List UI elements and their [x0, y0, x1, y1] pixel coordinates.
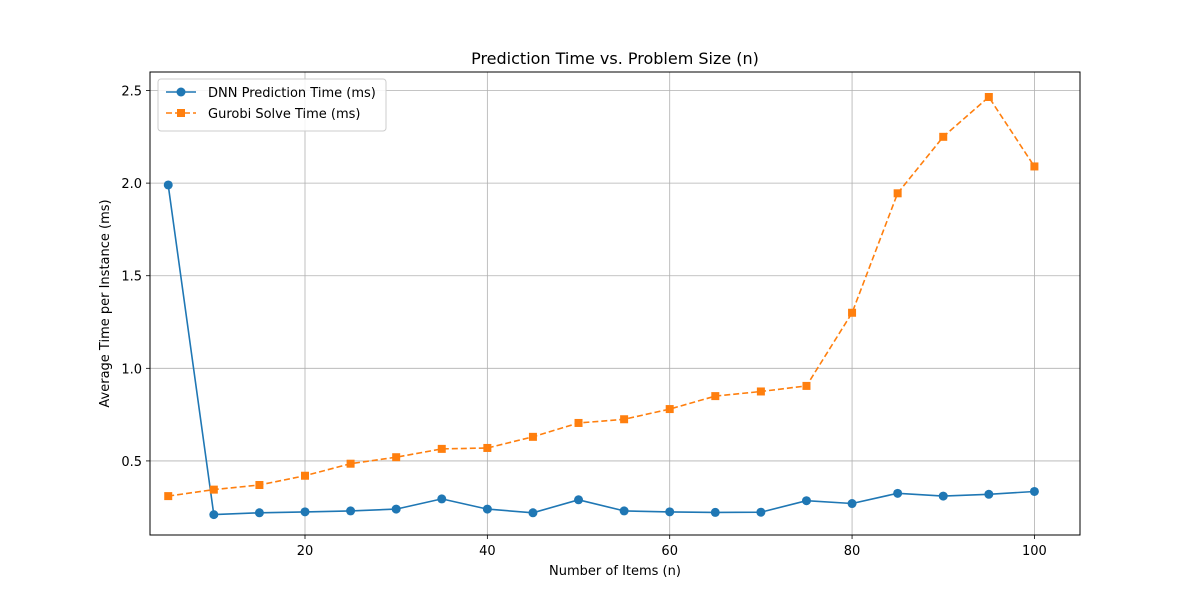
- data-point-dnn: [528, 508, 538, 518]
- axis-ticks: 20 40 60 80 100 0.5 1.0 1.5 2.0 2.5: [121, 85, 1047, 559]
- x-tick-label: 60: [661, 544, 678, 559]
- x-tick-label: 20: [297, 544, 314, 559]
- data-point-gurobi: [574, 418, 583, 427]
- data-point-dnn: [619, 506, 629, 516]
- data-point-gurobi: [346, 459, 355, 468]
- y-tick-label: 2.0: [121, 177, 142, 192]
- data-point-dnn: [847, 499, 857, 509]
- legend: DNN Prediction Time (ms) Gurobi Solve Tim…: [157, 78, 387, 132]
- x-tick-label: 40: [479, 544, 496, 559]
- data-point-dnn: [756, 507, 766, 517]
- data-point-dnn: [984, 489, 994, 499]
- data-point-dnn: [1029, 486, 1039, 496]
- data-point-dnn: [665, 507, 675, 517]
- data-point-gurobi: [802, 381, 811, 390]
- y-axis-label: Average Time per Instance (ms): [98, 199, 113, 407]
- legend-frame: [157, 78, 387, 132]
- data-point-dnn: [391, 504, 401, 514]
- data-point-dnn: [254, 508, 264, 518]
- data-point-gurobi: [665, 405, 674, 414]
- y-tick-label: 1.5: [121, 270, 142, 285]
- series-line-gurobi: [168, 96, 1036, 497]
- legend-marker-circle: [176, 87, 186, 97]
- data-point-gurobi: [848, 308, 857, 317]
- plot-frame: [149, 71, 1081, 536]
- y-tick-label: 0.5: [121, 455, 142, 470]
- data-point-dnn: [300, 507, 310, 517]
- data-point-dnn: [163, 180, 173, 190]
- data-point-dnn: [801, 496, 811, 506]
- data-point-dnn: [209, 510, 219, 520]
- legend-label: Gurobi Solve Time (ms): [208, 107, 361, 122]
- data-point-dnn: [710, 507, 720, 517]
- data-point-gurobi: [711, 392, 720, 401]
- x-tick-label: 100: [1022, 544, 1047, 559]
- plot-series: [163, 93, 1039, 520]
- data-point-gurobi: [893, 189, 902, 198]
- data-point-gurobi: [392, 453, 401, 462]
- series-gurobi: [164, 93, 1039, 501]
- data-point-gurobi: [255, 480, 264, 489]
- data-point-gurobi: [620, 415, 629, 424]
- legend-item-dnn: DNN Prediction Time (ms): [166, 86, 376, 101]
- data-point-dnn: [482, 504, 492, 514]
- data-point-gurobi: [939, 132, 948, 141]
- y-tick-label: 1.0: [121, 362, 142, 377]
- chart-title: Prediction Time vs. Problem Size (n): [471, 49, 759, 68]
- data-point-gurobi: [301, 471, 309, 480]
- series-dnn: [163, 180, 1039, 520]
- x-tick-label: 80: [844, 544, 861, 559]
- data-point-gurobi: [984, 93, 993, 102]
- legend-marker-square: [177, 109, 185, 117]
- legend-item-gurobi: Gurobi Solve Time (ms): [166, 107, 361, 122]
- data-point-gurobi: [756, 387, 765, 396]
- data-point-gurobi: [164, 492, 173, 501]
- data-point-gurobi: [528, 432, 537, 441]
- y-tick-label: 2.5: [121, 85, 142, 100]
- data-point-gurobi: [1030, 162, 1039, 171]
- data-point-gurobi: [483, 443, 492, 452]
- data-point-dnn: [938, 491, 948, 501]
- data-point-dnn: [346, 506, 356, 516]
- legend-label: DNN Prediction Time (ms): [208, 86, 376, 101]
- series-line-dnn: [167, 184, 1035, 516]
- data-point-dnn: [437, 494, 447, 504]
- x-axis-label: Number of Items (n): [549, 564, 681, 579]
- data-point-dnn: [893, 488, 903, 498]
- data-point-gurobi: [437, 444, 446, 453]
- data-point-gurobi: [209, 485, 218, 494]
- data-point-dnn: [574, 495, 584, 505]
- grid-lines: [150, 72, 1080, 535]
